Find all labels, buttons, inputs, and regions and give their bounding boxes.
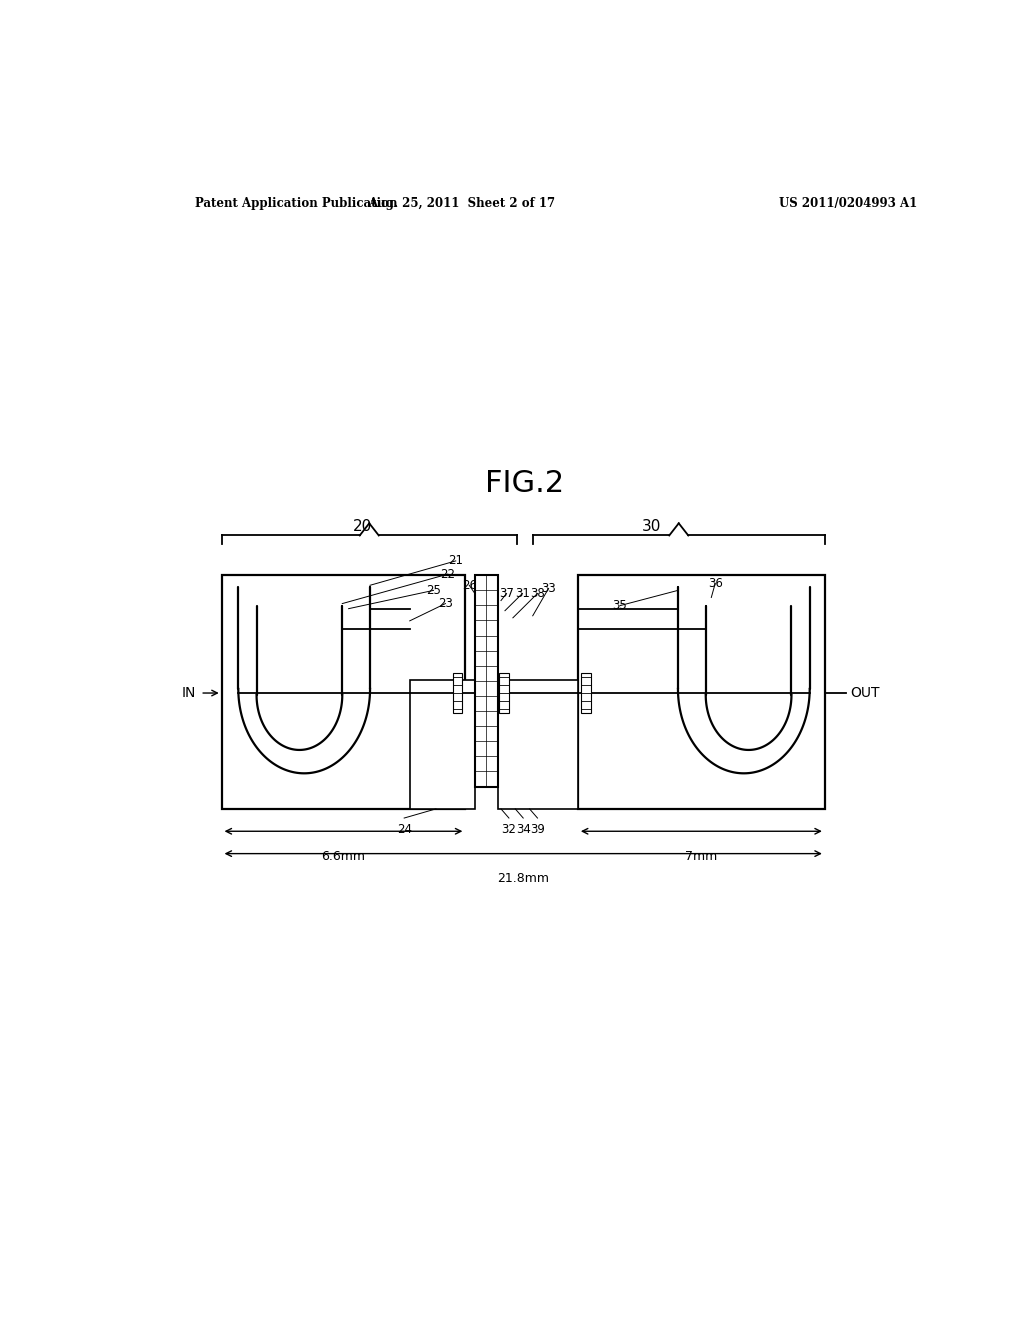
Bar <box>498 680 578 809</box>
Text: 20: 20 <box>352 519 372 533</box>
Text: 34: 34 <box>516 824 530 836</box>
Text: 38: 38 <box>530 587 545 599</box>
Text: 32: 32 <box>502 824 516 836</box>
Text: 21.8mm: 21.8mm <box>498 873 549 884</box>
Text: 33: 33 <box>542 582 556 595</box>
Text: 11: 11 <box>477 587 493 599</box>
Text: OUT: OUT <box>850 686 880 700</box>
Bar <box>410 680 475 809</box>
Bar <box>582 673 591 713</box>
Text: 36: 36 <box>708 577 723 590</box>
Text: 30: 30 <box>642 519 662 533</box>
Bar <box>500 673 509 713</box>
Text: 21: 21 <box>449 554 463 568</box>
Bar <box>453 673 462 713</box>
Text: 23: 23 <box>438 597 453 610</box>
Text: 24: 24 <box>396 824 412 836</box>
Text: 25: 25 <box>426 583 441 597</box>
Bar <box>475 576 498 787</box>
Text: Patent Application Publication: Patent Application Publication <box>196 197 398 210</box>
Text: 37: 37 <box>499 587 514 599</box>
Text: 22: 22 <box>440 568 456 581</box>
Text: 7mm: 7mm <box>685 850 718 862</box>
Text: 39: 39 <box>530 824 545 836</box>
Text: 26: 26 <box>462 578 477 591</box>
Bar <box>578 576 824 809</box>
Text: 35: 35 <box>612 599 628 612</box>
Text: 31: 31 <box>515 587 529 599</box>
Text: US 2011/0204993 A1: US 2011/0204993 A1 <box>778 197 918 210</box>
Text: 6.6mm: 6.6mm <box>322 850 366 862</box>
Text: Aug. 25, 2011  Sheet 2 of 17: Aug. 25, 2011 Sheet 2 of 17 <box>368 197 555 210</box>
Bar <box>221 576 465 809</box>
Text: IN: IN <box>182 686 197 700</box>
Text: FIG.2: FIG.2 <box>485 469 564 498</box>
